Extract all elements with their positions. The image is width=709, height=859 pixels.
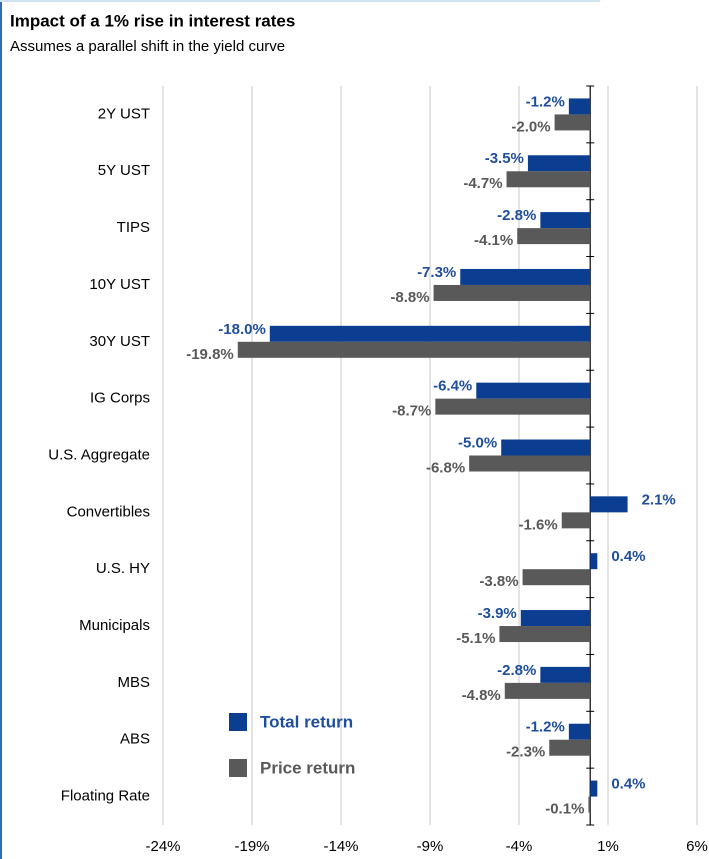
value-label: -1.2% (526, 719, 565, 736)
value-label: -5.0% (458, 434, 497, 451)
value-label: -18.0% (218, 321, 266, 338)
category-label: Municipals (79, 617, 150, 634)
bar (269, 325, 591, 342)
category-label: U.S. HY (96, 560, 150, 577)
value-label: -4.8% (462, 687, 501, 704)
bar (568, 723, 591, 740)
value-label: -4.1% (474, 232, 513, 249)
category-label: ABS (120, 731, 150, 748)
bar (540, 666, 591, 683)
category-label: TIPS (117, 219, 150, 236)
bar (476, 382, 591, 399)
value-label: -1.6% (519, 516, 558, 533)
value-label: -3.5% (485, 150, 524, 167)
value-label: -3.8% (479, 573, 518, 590)
bar (588, 796, 591, 813)
bar (568, 98, 591, 115)
value-label: -6.4% (433, 378, 472, 395)
category-label: IG Corps (90, 390, 150, 407)
x-tick-label: -4% (506, 838, 533, 855)
bar (554, 114, 591, 131)
bar (590, 780, 598, 797)
category-label: Floating Rate (61, 788, 150, 805)
bar (435, 398, 591, 415)
bar (522, 569, 591, 586)
x-tick-label: -24% (145, 838, 180, 855)
value-label: -0.1% (545, 801, 584, 818)
bar (506, 171, 591, 188)
category-label: Convertibles (67, 503, 150, 520)
legend-label: Total return (260, 712, 353, 731)
value-label: -19.8% (186, 346, 234, 363)
bar (460, 268, 591, 285)
category-label: U.S. Aggregate (48, 446, 150, 463)
bar (499, 626, 591, 643)
value-label: -8.8% (390, 289, 429, 306)
x-tick-label: -19% (234, 838, 269, 855)
bar (501, 439, 591, 456)
chart-subtitle: Assumes a parallel shift in the yield cu… (10, 38, 285, 55)
bar (517, 228, 591, 245)
x-tick-label: -9% (417, 838, 444, 855)
bar (590, 553, 598, 570)
value-label: -1.2% (526, 93, 565, 110)
bar (549, 739, 591, 756)
chart-title: Impact of a 1% rise in interest rates (10, 11, 295, 30)
value-label: -4.7% (463, 175, 502, 192)
x-tick-label: -14% (323, 838, 358, 855)
value-label: -5.1% (456, 630, 495, 647)
category-label: 30Y UST (89, 333, 150, 350)
value-label: -6.8% (426, 459, 465, 476)
value-label: -2.0% (511, 118, 550, 135)
category-label: 10Y UST (89, 276, 150, 293)
bar (237, 341, 591, 358)
value-label: -8.7% (392, 403, 431, 420)
category-label: MBS (117, 674, 150, 691)
value-label: -2.8% (497, 662, 536, 679)
value-label: -2.3% (506, 744, 545, 761)
category-label: 5Y UST (98, 162, 150, 179)
legend-swatch (229, 713, 247, 731)
value-label: 0.4% (611, 776, 645, 793)
value-label: -7.3% (417, 264, 456, 281)
legend-label: Price return (260, 758, 355, 777)
bar (433, 284, 591, 301)
value-label: -3.9% (478, 605, 517, 622)
bar (561, 512, 591, 529)
bar (469, 455, 591, 472)
value-label: 0.4% (611, 548, 645, 565)
bar (540, 212, 591, 229)
legend-swatch (229, 759, 247, 777)
bar (590, 496, 628, 513)
bar (527, 155, 591, 172)
value-label: -2.8% (497, 207, 536, 224)
bar (504, 682, 591, 699)
x-tick-label: 1% (597, 838, 619, 855)
bar (520, 610, 591, 627)
value-label: 2.1% (642, 491, 676, 508)
category-label: 2Y UST (98, 105, 150, 122)
x-tick-label: 6% (686, 838, 708, 855)
